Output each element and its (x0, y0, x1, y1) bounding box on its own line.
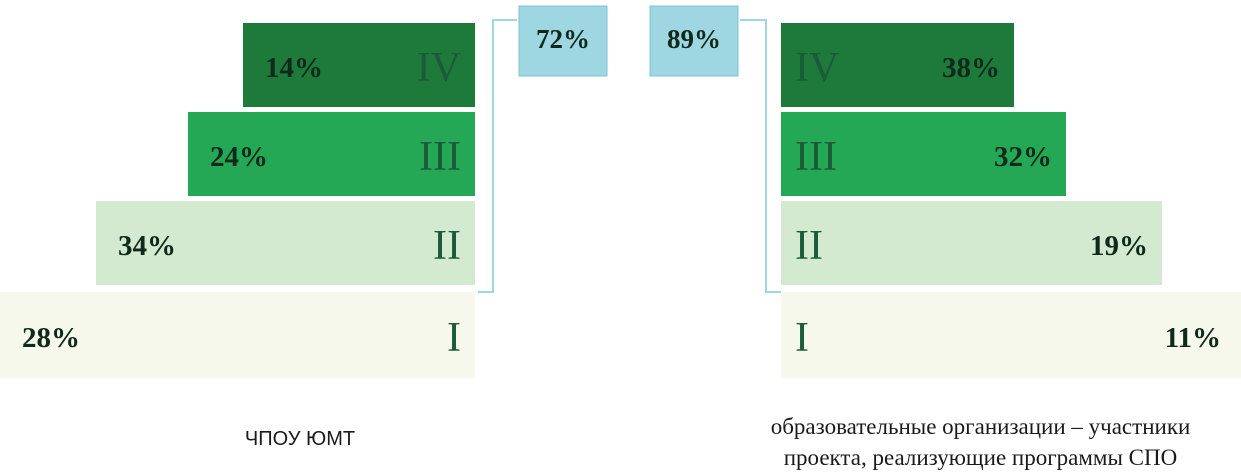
right-bar-III (781, 112, 1066, 196)
right-level-label: II (795, 223, 823, 269)
left-pyramid: 14% IV 24% III 34% II 28% I (0, 23, 475, 378)
right-pyramid: IV 38% III 32% II 19% I 11% (781, 23, 1241, 378)
left-caption: ЧПОУ ЮМТ (244, 428, 356, 450)
left-bar-III (188, 112, 475, 196)
right-level-label: IV (795, 45, 839, 91)
right-total-box (649, 5, 739, 77)
right-level-label: I (795, 315, 809, 361)
right-value-label: 32% (994, 141, 1052, 173)
left-value-label: 34% (118, 230, 176, 262)
left-level-label: I (447, 315, 461, 361)
right-bar-II (781, 201, 1162, 285)
right-caption-line-1: образовательные организации – участники (770, 414, 1191, 439)
right-total-label: 89% (667, 24, 721, 54)
right-value-label: 19% (1090, 230, 1148, 262)
right-value-label: 11% (1165, 322, 1221, 354)
right-level-label: III (795, 134, 837, 180)
left-bar-I (0, 292, 475, 378)
right-bar-I (781, 292, 1241, 378)
left-value-label: 24% (210, 141, 268, 173)
right-caption: образовательные организации – участники … (720, 411, 1241, 473)
left-level-label: IV (417, 45, 461, 91)
right-bar-IV (781, 23, 1014, 107)
right-caption-line-2: проекта, реализующие программы СПО (783, 445, 1178, 470)
bracket-connectors: 72% 89% (478, 5, 781, 293)
left-value-label: 28% (22, 322, 80, 354)
left-total-label: 72% (536, 24, 590, 54)
left-bar-II (96, 201, 475, 285)
left-bracket-line (478, 19, 517, 293)
left-level-label: III (419, 134, 461, 180)
left-level-label: II (433, 223, 461, 269)
left-value-label: 14% (265, 52, 323, 84)
right-value-label: 38% (942, 52, 1000, 84)
left-bar-IV (243, 23, 475, 107)
left-total-box (518, 5, 608, 77)
right-bracket-line (740, 19, 781, 293)
